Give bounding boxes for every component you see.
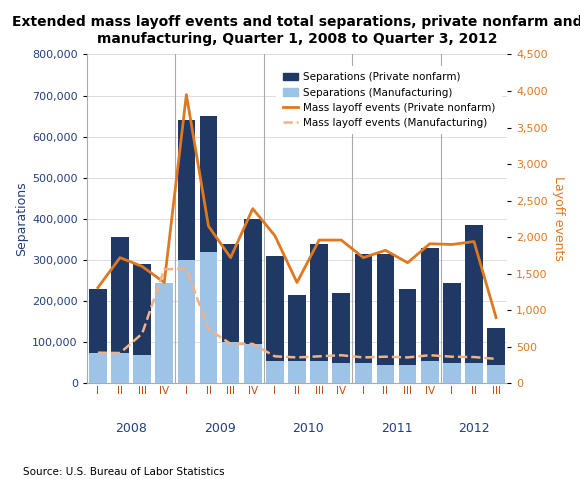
Bar [244,344,262,383]
Bar [465,363,483,383]
Bar [443,283,461,383]
Bar [200,252,218,383]
Bar [354,363,372,383]
Title: Extended mass layoff events and total separations, private nonfarm and
manufactu: Extended mass layoff events and total se… [12,15,580,46]
Bar [133,264,151,383]
Bar [332,363,350,383]
Bar [487,365,505,383]
Bar [443,363,461,383]
Bar [244,219,262,383]
Bar [155,285,173,383]
Bar [155,283,173,383]
Text: 2012: 2012 [458,422,490,435]
Bar [200,116,218,383]
Bar [288,361,306,383]
Bar [266,256,284,383]
Legend: Separations (Private nonfarm), Separations (Manufacturing), Mass layoff events (: Separations (Private nonfarm), Separatio… [276,66,502,134]
Bar [222,243,240,383]
Bar [376,254,394,383]
Text: 2010: 2010 [292,422,324,435]
Bar [487,328,505,383]
Text: 2011: 2011 [380,422,412,435]
Bar [310,361,328,383]
Text: 2009: 2009 [204,422,235,435]
Bar [399,289,416,383]
Bar [111,238,129,383]
Bar [266,361,284,383]
Bar [89,353,107,383]
Bar [399,365,416,383]
Text: 2008: 2008 [115,422,147,435]
Text: Source: U.S. Bureau of Labor Statistics: Source: U.S. Bureau of Labor Statistics [23,467,225,477]
Bar [89,289,107,383]
Bar [177,120,195,383]
Bar [177,260,195,383]
Bar [376,365,394,383]
Y-axis label: Layoff events: Layoff events [552,176,565,262]
Bar [421,361,438,383]
Bar [288,295,306,383]
Bar [310,243,328,383]
Bar [354,254,372,383]
Bar [421,248,438,383]
Bar [133,354,151,383]
Bar [111,353,129,383]
Bar [332,293,350,383]
Bar [465,225,483,383]
Bar [222,342,240,383]
Y-axis label: Separations: Separations [15,182,28,256]
